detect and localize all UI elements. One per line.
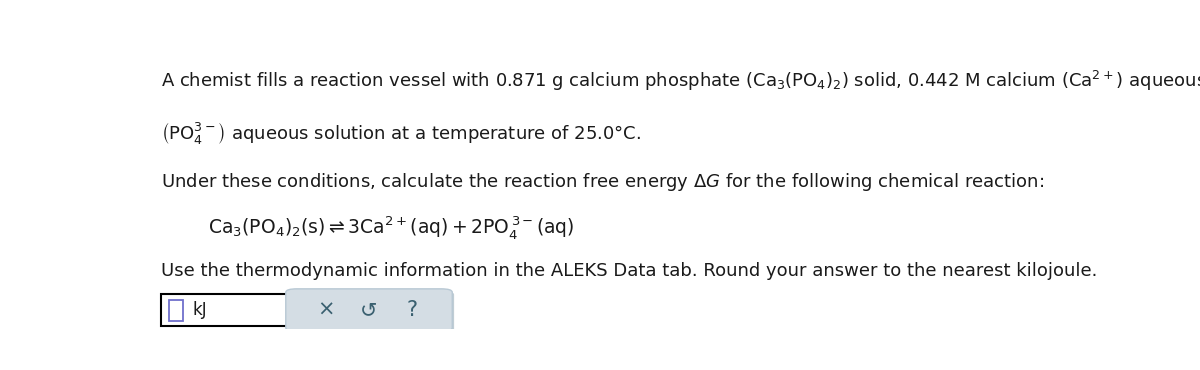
Text: ?: ? bbox=[407, 300, 418, 320]
Text: $\left(\mathrm{PO_4^{3-}}\right)$ aqueous solution at a temperature of 25.0°C.: $\left(\mathrm{PO_4^{3-}}\right)$ aqueou… bbox=[161, 120, 641, 146]
FancyBboxPatch shape bbox=[161, 294, 287, 326]
Text: Use the thermodynamic information in the ALEKS Data tab. Round your answer to th: Use the thermodynamic information in the… bbox=[161, 262, 1098, 280]
Text: Under these conditions, calculate the reaction free energy $\Delta G$ for the fo: Under these conditions, calculate the re… bbox=[161, 171, 1044, 193]
Text: A chemist fills a reaction vessel with 0.871 g calcium phosphate $\left(\mathrm{: A chemist fills a reaction vessel with 0… bbox=[161, 68, 1200, 93]
FancyBboxPatch shape bbox=[286, 289, 452, 331]
Text: ×: × bbox=[317, 300, 335, 320]
Text: $\mathrm{Ca_3\left(PO_4\right)_2\left(s\right) \rightleftharpoons 3Ca^{2+}\left(: $\mathrm{Ca_3\left(PO_4\right)_2\left(s\… bbox=[208, 214, 574, 241]
FancyBboxPatch shape bbox=[288, 291, 454, 334]
Text: kJ: kJ bbox=[193, 301, 208, 319]
Text: ↺: ↺ bbox=[360, 300, 378, 320]
FancyBboxPatch shape bbox=[168, 300, 184, 321]
